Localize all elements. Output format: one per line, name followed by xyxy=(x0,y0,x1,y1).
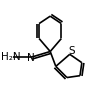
Text: N: N xyxy=(27,53,35,63)
Text: H₂N: H₂N xyxy=(1,52,21,62)
Text: S: S xyxy=(68,46,75,57)
